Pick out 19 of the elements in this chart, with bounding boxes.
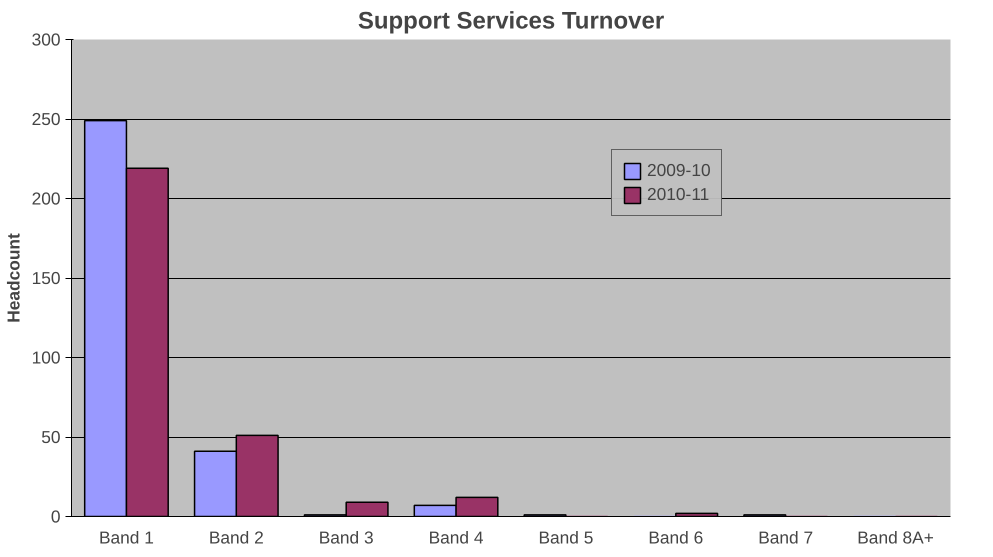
chart-title: Support Services Turnover bbox=[358, 8, 664, 34]
x-tick-label: Band 4 bbox=[428, 528, 484, 548]
x-tick-label: Band 3 bbox=[318, 528, 374, 548]
y-tick-label: 0 bbox=[50, 506, 61, 526]
y-tick-label: 50 bbox=[41, 427, 61, 447]
y-tick-label: 300 bbox=[32, 30, 61, 50]
y-tick-label: 200 bbox=[32, 188, 61, 208]
x-tick-label: Band 8A+ bbox=[857, 528, 934, 548]
x-tick-label: Band 6 bbox=[648, 528, 704, 548]
legend-label: 2010-11 bbox=[647, 184, 710, 205]
y-axis-title: Headcount bbox=[4, 233, 24, 323]
x-tick-label: Band 7 bbox=[758, 528, 814, 548]
y-tick-label: 250 bbox=[32, 109, 61, 129]
legend-label: 2009-10 bbox=[647, 160, 711, 181]
y-tick-label: 150 bbox=[32, 268, 61, 288]
y-tick-label: 100 bbox=[32, 348, 61, 368]
x-tick-label: Band 2 bbox=[208, 528, 264, 548]
x-tick-label: Band 1 bbox=[98, 528, 154, 548]
x-tick-label: Band 5 bbox=[538, 528, 594, 548]
